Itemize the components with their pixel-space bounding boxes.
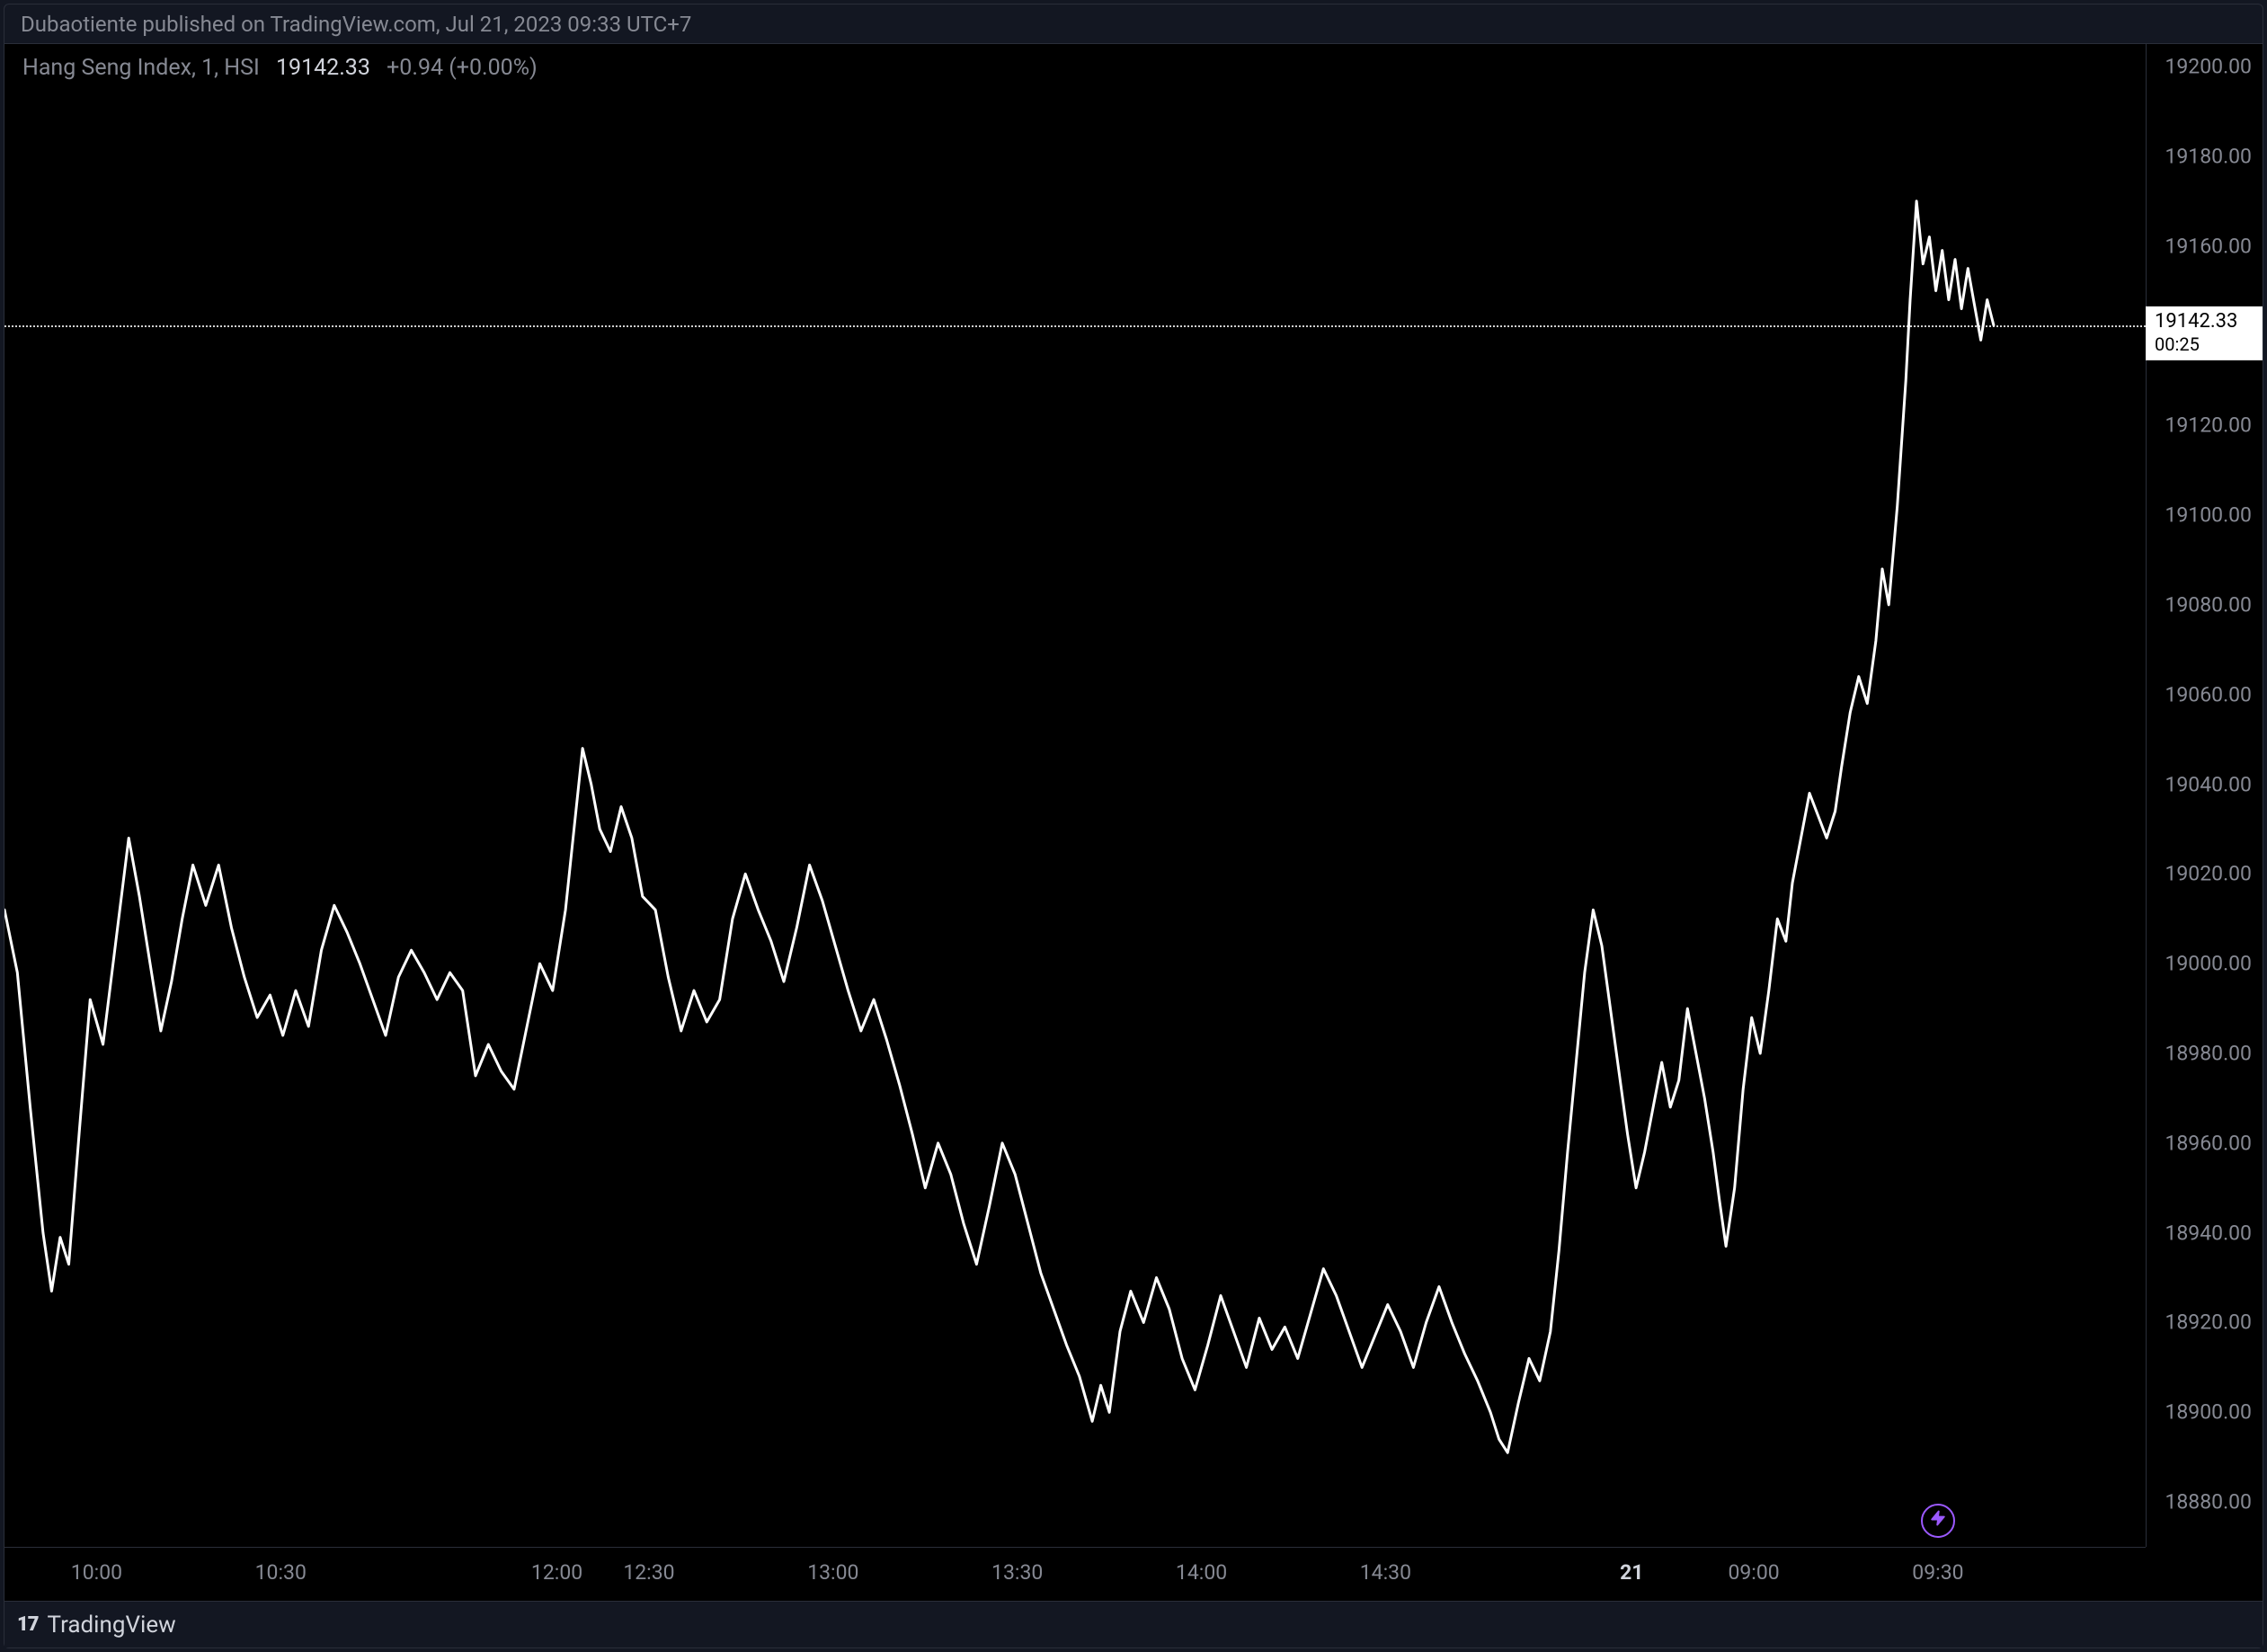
x-tick: 12:30 [623,1560,674,1585]
price-line-series [4,44,2146,1547]
legend-name: Hang Seng Index, 1, HSI [22,55,260,81]
x-tick: 10:00 [71,1560,122,1585]
x-tick: 10:30 [255,1560,307,1585]
y-tick: 18880.00 [2165,1490,2252,1514]
y-tick: 19180.00 [2165,144,2252,168]
legend-last: 19142.33 [271,55,370,81]
y-tick: 18900.00 [2165,1400,2252,1425]
x-tick: 12:00 [531,1560,582,1585]
y-axis[interactable]: 19200.0019180.0019160.0019140.0019120.00… [2146,44,2263,1547]
chart-legend: Hang Seng Index, 1, HSI 19142.33 +0.94 (… [22,55,538,81]
y-tick: 18940.00 [2165,1221,2252,1245]
y-tick: 19120.00 [2165,413,2252,438]
x-tick: 13:30 [991,1560,1043,1585]
y-tick: 19000.00 [2165,952,2252,976]
tradingview-logo-icon: 17 [17,1613,39,1636]
publish-text: Dubaotiente published on TradingView.com… [21,12,691,37]
last-price-tag: 19142.33 00:25 [2146,306,2263,360]
price-tag-value: 19142.33 [2155,310,2254,333]
footer-brand: TradingView [48,1612,176,1639]
go-to-realtime-button[interactable] [1921,1504,1955,1538]
y-tick: 19040.00 [2165,772,2252,796]
y-tick: 18920.00 [2165,1310,2252,1335]
legend-change: +0.94 (+0.00%) [381,55,538,81]
publish-header: Dubaotiente published on TradingView.com… [4,4,2263,44]
y-tick: 19160.00 [2165,234,2252,258]
chart-area[interactable]: Hang Seng Index, 1, HSI 19142.33 +0.94 (… [4,44,2263,1601]
x-axis[interactable]: 10:00 10:30 12:00 12:30 13:00 13:30 14:00 14:30… [4,1547,2146,1601]
y-tick: 19020.00 [2165,862,2252,886]
chart-frame: Dubaotiente published on TradingView.com… [4,4,2263,1648]
x-tick: 09:30 [1912,1560,1963,1585]
price-tag-countdown: 00:25 [2155,333,2254,355]
x-tick: 21 [1620,1560,1643,1585]
y-tick: 19200.00 [2165,54,2252,78]
y-tick: 19060.00 [2165,682,2252,706]
x-tick: 14:30 [1360,1560,1411,1585]
x-tick: 14:00 [1176,1560,1227,1585]
x-tick: 13:00 [807,1560,858,1585]
lightning-icon [1930,1508,1946,1533]
footer: 17 TradingView [4,1601,2263,1648]
y-tick: 18980.00 [2165,1041,2252,1065]
x-tick: 09:00 [1728,1560,1779,1585]
y-tick: 19080.00 [2165,592,2252,617]
y-tick: 19100.00 [2165,503,2252,528]
y-tick: 18960.00 [2165,1131,2252,1155]
